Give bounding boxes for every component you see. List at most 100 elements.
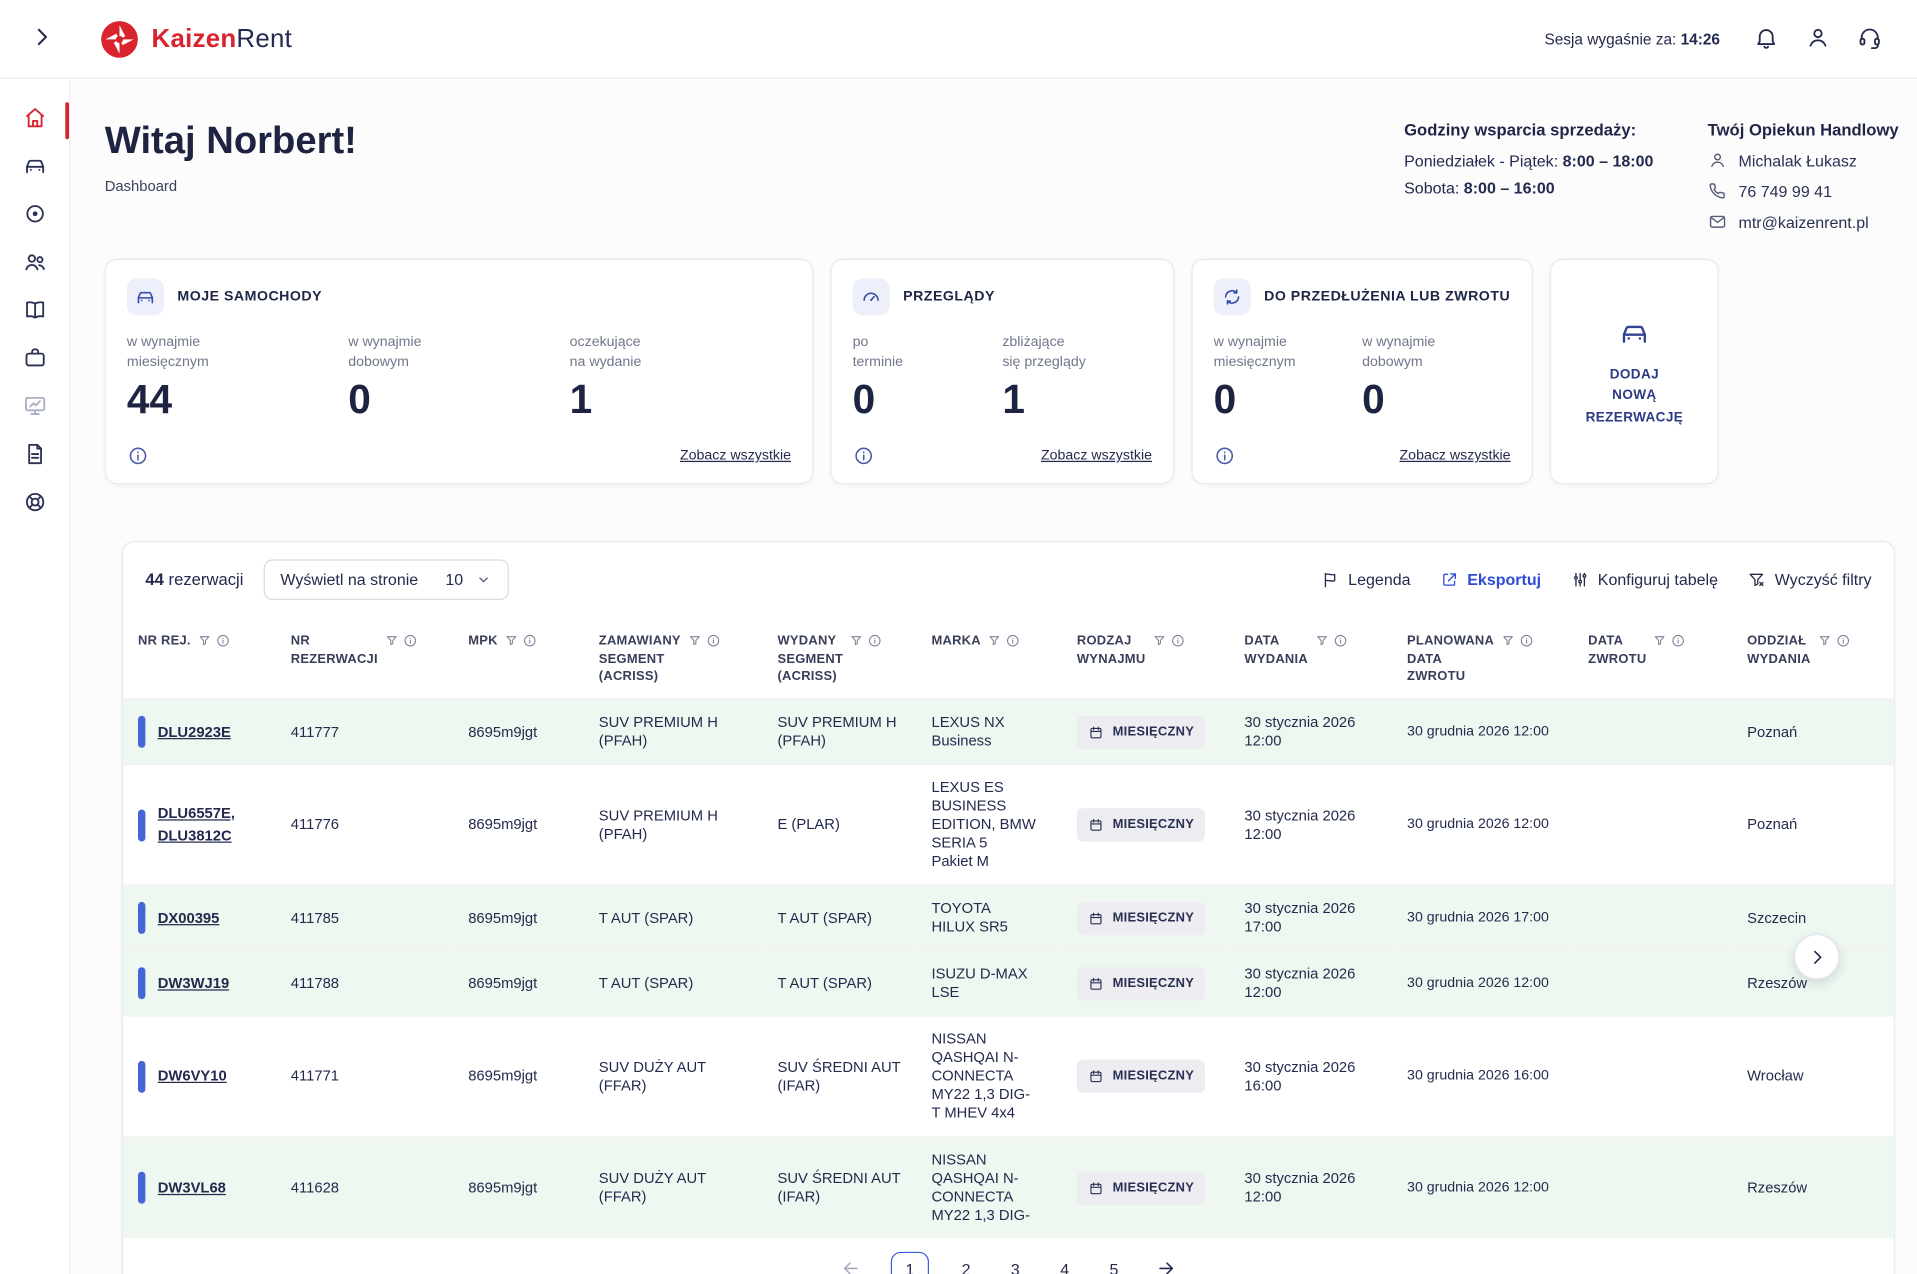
- clear-filters-button[interactable]: Wyczyść filtry: [1748, 570, 1872, 589]
- advisor-phone-row[interactable]: 76 749 99 41: [1708, 181, 1899, 201]
- advisor-email-row[interactable]: mtr@kaizenrent.pl: [1708, 212, 1899, 232]
- sidebar-item-home[interactable]: [0, 102, 69, 140]
- column-header[interactable]: NR REZERWACJI: [275, 617, 454, 700]
- registration-link[interactable]: DLU6557E,: [157, 804, 235, 822]
- user-icon: [1808, 28, 1826, 46]
- page-button-3[interactable]: 3: [1003, 1252, 1028, 1274]
- page-button-2[interactable]: 2: [954, 1252, 979, 1274]
- cell-issue-date: 30 stycznia 2026 12:00: [1229, 698, 1393, 765]
- column-filter-icon[interactable]: [384, 633, 399, 668]
- sidebar-item-car[interactable]: [0, 154, 69, 184]
- column-info-icon[interactable]: [1333, 633, 1348, 668]
- column-filter-icon[interactable]: [197, 633, 212, 651]
- support-button[interactable]: [1853, 23, 1885, 55]
- sidebar-item-support[interactable]: [0, 490, 69, 520]
- sidebar-item-users[interactable]: [0, 250, 69, 280]
- column-header[interactable]: DATA WYDANIA: [1229, 617, 1393, 700]
- sidebar-item-book[interactable]: [0, 298, 69, 328]
- info-icon[interactable]: [1214, 445, 1236, 467]
- notifications-button[interactable]: [1750, 23, 1782, 55]
- cell-mpk: 8695m9jgt: [453, 1136, 585, 1239]
- column-info-icon[interactable]: [1835, 633, 1850, 668]
- export-button[interactable]: Eksportuj: [1440, 570, 1541, 589]
- account-button[interactable]: [1801, 23, 1833, 55]
- sidebar-item-monitor-chart[interactable]: [0, 394, 69, 424]
- briefcase-icon: [22, 345, 48, 377]
- column-header[interactable]: MPK: [453, 617, 585, 700]
- registration-link[interactable]: DLU3812C: [157, 826, 232, 845]
- stat-awaiting-issue: oczekujące na wydanie 1: [569, 335, 642, 422]
- add-reservation-button[interactable]: DODAJ NOWĄ REZERWACJĘ: [1549, 258, 1719, 485]
- column-header[interactable]: RODZAJ WYNAJMU: [1062, 617, 1230, 700]
- column-filter-icon[interactable]: [1817, 633, 1832, 668]
- registration-link[interactable]: DW6VY10: [157, 1067, 227, 1085]
- registration-link[interactable]: DW3WJ19: [157, 974, 230, 992]
- column-info-icon[interactable]: [1005, 633, 1020, 651]
- cell-issue-date: 30 stycznia 2026 12:00: [1229, 1136, 1393, 1239]
- column-info-icon[interactable]: [1671, 633, 1686, 668]
- cell-ordered-segment: T AUT (SPAR): [584, 884, 763, 951]
- sidebar-item-document[interactable]: [0, 442, 69, 472]
- configure-table-button[interactable]: Konfiguruj tabelę: [1571, 570, 1718, 589]
- column-filter-icon[interactable]: [1500, 633, 1515, 686]
- column-filter-icon[interactable]: [687, 633, 702, 686]
- registration-link[interactable]: DW3VL68: [157, 1178, 226, 1196]
- info-icon[interactable]: [853, 445, 875, 467]
- support-icon: [22, 489, 48, 521]
- see-all-link[interactable]: Zobacz wszystkie: [679, 448, 792, 464]
- cell-planned-return: 30 grudnia 2026 17:00: [1392, 884, 1574, 951]
- next-page-button[interactable]: [1151, 1255, 1181, 1274]
- column-info-icon[interactable]: [215, 633, 230, 651]
- legend-button[interactable]: Legenda: [1321, 570, 1411, 589]
- column-filter-icon[interactable]: [1152, 633, 1167, 668]
- sidebar-item-briefcase[interactable]: [0, 346, 69, 376]
- page-button-1[interactable]: 1: [890, 1251, 930, 1274]
- column-header[interactable]: ODDZIAŁ WYDANIA: [1732, 617, 1894, 700]
- column-info-icon[interactable]: [868, 633, 883, 686]
- support-hours-saturday: Sobota: 8:00 – 16:00: [1404, 178, 1555, 198]
- sidebar-expand-button[interactable]: [25, 22, 59, 56]
- column-header[interactable]: WYDANY SEGMENT (ACRISS): [762, 617, 917, 700]
- column-info-icon[interactable]: [402, 633, 417, 668]
- page-button-5[interactable]: 5: [1102, 1252, 1127, 1274]
- scroll-table-right-button[interactable]: [1793, 933, 1840, 980]
- per-page-select[interactable]: Wyświetl na stronie 10: [263, 559, 509, 601]
- logo[interactable]: KaizenRent: [99, 18, 293, 60]
- cell-branch: Poznań: [1732, 698, 1894, 765]
- registration-link[interactable]: DLU2923E: [157, 722, 231, 740]
- sidebar-item-location[interactable]: [0, 202, 69, 232]
- page-numbers: 1 2 3 4 5: [890, 1251, 1127, 1274]
- cell-branch: Rzeszów: [1732, 1136, 1894, 1239]
- column-header[interactable]: DATA ZWROTU: [1573, 617, 1733, 700]
- see-all-link[interactable]: Zobacz wszystkie: [1040, 448, 1153, 464]
- previous-page-button[interactable]: [836, 1255, 866, 1274]
- card-title: DO PRZEDŁUŻENIA LUB ZWROTU: [1264, 289, 1511, 305]
- registration-link[interactable]: DX00395: [157, 908, 220, 927]
- column-filter-icon[interactable]: [849, 633, 864, 686]
- column-header[interactable]: MARKA: [916, 617, 1063, 700]
- column-header[interactable]: NR REJ.: [123, 617, 276, 700]
- cell-planned-return: 30 grudnia 2026 12:00: [1392, 950, 1574, 1016]
- column-filter-icon[interactable]: [987, 633, 1002, 651]
- column-filter-icon[interactable]: [1653, 633, 1668, 668]
- info-icon[interactable]: [127, 445, 149, 467]
- stat-monthly-rental: w wynajmie miesięcznym 0: [1213, 335, 1296, 422]
- column-info-icon[interactable]: [705, 633, 720, 686]
- page-button-4[interactable]: 4: [1052, 1252, 1077, 1274]
- column-info-icon[interactable]: [522, 633, 537, 651]
- column-header[interactable]: PLANOWANA DATA ZWROTU: [1392, 617, 1574, 700]
- advisor-name: Michalak Łukasz: [1738, 150, 1857, 170]
- column-info-icon[interactable]: [1519, 633, 1534, 686]
- column-info-icon[interactable]: [1170, 633, 1185, 668]
- rental-type-badge: MIESIĘCZNY: [1076, 808, 1206, 842]
- column-header[interactable]: ZAMAWIANY SEGMENT (ACRISS): [584, 617, 763, 700]
- cell-ordered-segment: T AUT (SPAR): [584, 950, 763, 1016]
- session-countdown: Sesja wygaśnie za: 14:26: [1544, 30, 1721, 48]
- mail-icon: [1709, 215, 1726, 228]
- page-title: Witaj Norbert!: [104, 118, 357, 162]
- column-filter-icon[interactable]: [1314, 633, 1329, 668]
- see-all-link[interactable]: Zobacz wszystkie: [1399, 448, 1511, 464]
- reservations-table-card: 44 rezerwacji Wyświetl na stronie 10 Leg…: [121, 540, 1895, 1274]
- column-filter-icon[interactable]: [504, 633, 519, 651]
